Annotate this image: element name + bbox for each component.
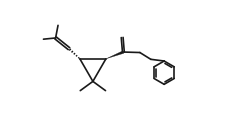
Polygon shape xyxy=(106,51,124,59)
